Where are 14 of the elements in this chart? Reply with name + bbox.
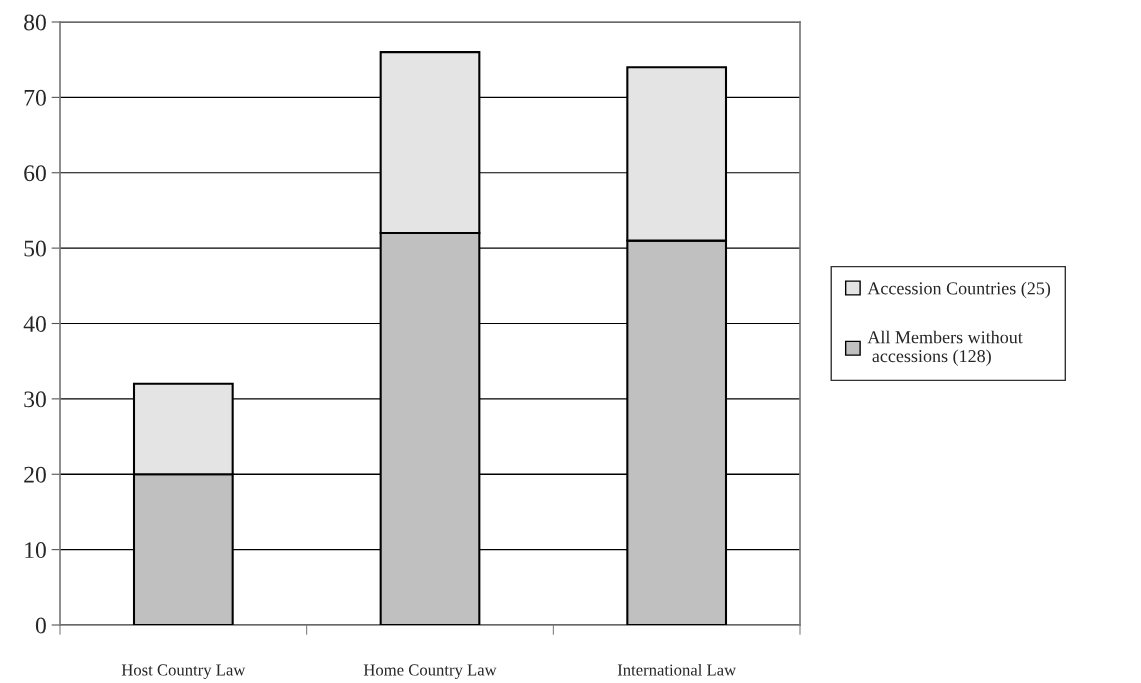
x-tick-label: Home Country Law [363,664,497,679]
y-tick-label: 80 [24,14,46,31]
x-tick-label: International Law [617,663,737,676]
y-tick-label: 10 [25,542,46,559]
legend-label: Accession Countries (25) [867,281,1051,299]
legend-label: All Members without accessions (128) [867,330,1023,366]
y-tick-label: 50 [24,240,46,257]
y-tick-label: 60 [24,165,46,182]
y-tick-label: 30 [24,391,46,408]
y-tick-label: 70 [24,89,46,106]
y-tick-label: 40 [23,315,46,332]
y-tick-label: 20 [24,466,46,483]
y-tick-label: 0 [35,617,46,634]
x-tick-label: Host Country Law [121,664,246,679]
